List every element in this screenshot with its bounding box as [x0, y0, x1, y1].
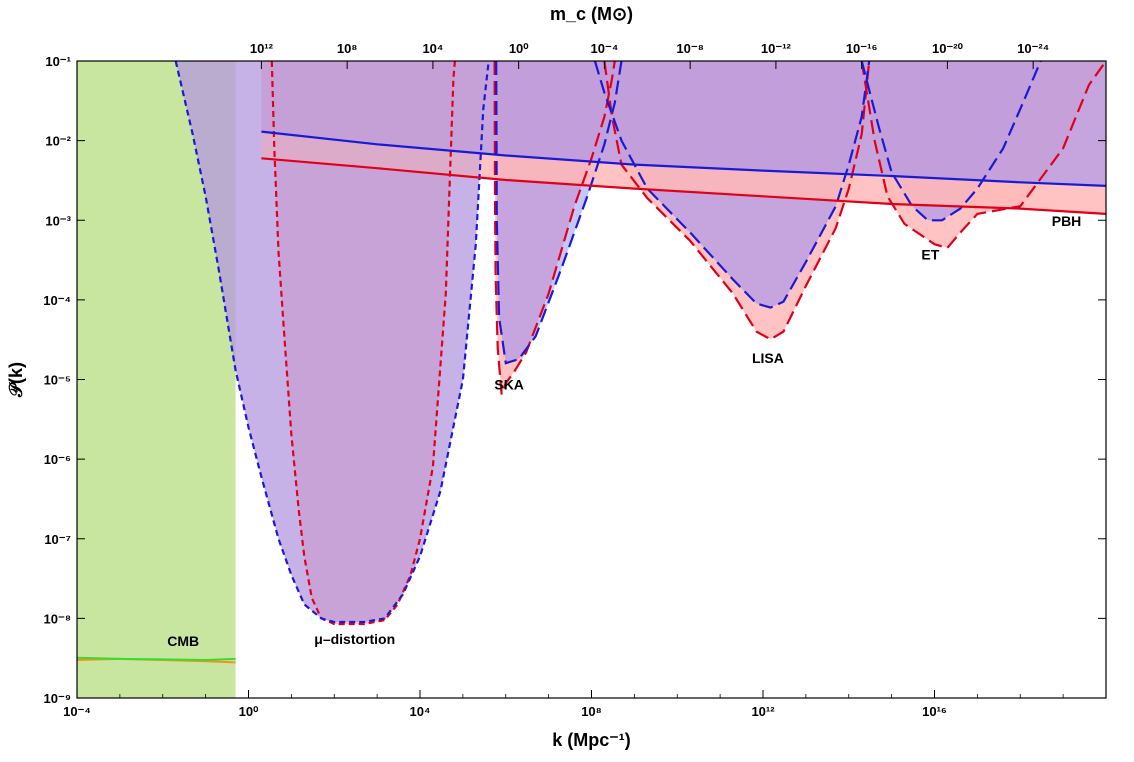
y-tick-label: 10⁻⁵: [44, 373, 71, 388]
y-tick-label: 10⁻²: [45, 134, 71, 149]
ska-blue-curve: [495, 61, 623, 365]
annotation-cmb: CMB: [167, 633, 199, 649]
ska-red-curve: [493, 61, 616, 395]
x-tick-label: 10¹²: [751, 704, 775, 719]
pbh-blue-curve: [261, 130, 1106, 187]
cmb-green-curve: [77, 656, 236, 662]
y-tick-label: 10⁻⁶: [44, 452, 71, 467]
lisa-red-curve: [603, 61, 871, 341]
y-tick-label: 10⁻⁸: [44, 611, 71, 626]
x-tick-label: 10⁴: [410, 704, 431, 719]
et-blue-curve: [860, 61, 1042, 222]
x-tick-label: 10⁰: [239, 704, 259, 719]
top-tick-label: 10⁰: [509, 41, 529, 56]
top-tick-label: 10¹²: [250, 41, 274, 56]
x-tick-label: 10¹⁶: [922, 704, 947, 719]
axes: 10⁻⁴ 10⁰ 10⁴ 10⁸ 10¹² 10¹⁶ 10⁻⁹ 10⁻⁸ 10⁻⁷ 10⁻⁶ 10⁻…: [43, 41, 1107, 719]
constraint-regions: [77, 61, 1106, 698]
top-tick-label: 10⁻⁴: [591, 41, 619, 56]
distortion-red-curve: [270, 61, 456, 626]
y-tick-label: 10⁻¹: [45, 54, 71, 69]
y-tick-label: 10⁻⁹: [44, 691, 72, 706]
top-tick-label: 10⁻²⁴: [1017, 41, 1049, 56]
lisa-blue-curve: [593, 61, 871, 309]
y-tick-label: 10⁻⁴: [43, 293, 71, 308]
et-red-curve: [860, 61, 1106, 250]
top-tick-label: 10⁸: [337, 41, 358, 56]
x-tick-label: 10⁸: [581, 704, 602, 719]
pbh-red-curve: [261, 157, 1106, 215]
top-axis-title: m_c (M⊙): [550, 4, 633, 24]
annotation-et: ET: [921, 247, 939, 263]
distortion-blue-curve: [174, 61, 490, 624]
constraint-curves: [77, 61, 1106, 664]
y-axis-title: 𝒫(k): [6, 362, 26, 398]
top-tick-label: 10⁻¹²: [761, 41, 792, 56]
top-tick-label: 10⁻²⁰: [932, 41, 964, 56]
top-tick-label: 10⁴: [422, 41, 443, 56]
annotation-distortion: μ–distortion: [314, 631, 395, 647]
annotations: CMB μ–distortion SKA LISA ET PBH: [167, 213, 1081, 649]
x-axis-title: k (Mpc⁻¹): [552, 730, 631, 750]
y-tick-label: 10⁻⁷: [44, 532, 71, 547]
annotation-pbh: PBH: [1052, 213, 1082, 229]
annotation-lisa: LISA: [752, 350, 784, 366]
y-tick-label: 10⁻³: [45, 213, 71, 228]
top-tick-label: 10⁻¹⁶: [846, 41, 878, 56]
annotation-ska: SKA: [494, 376, 524, 392]
mu-distortion-overlap: [175, 61, 489, 622]
top-tick-label: 10⁻⁸: [676, 41, 703, 56]
x-tick-label: 10⁻⁴: [63, 704, 91, 719]
